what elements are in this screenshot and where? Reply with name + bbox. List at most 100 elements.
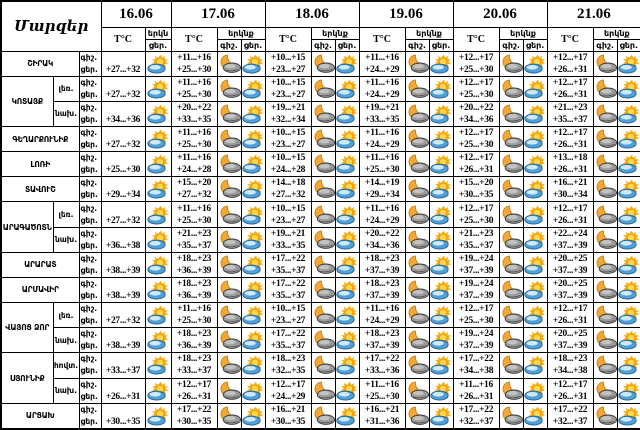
night-temp: +17...+22: [270, 253, 306, 264]
day-sky-cell: [428, 251, 454, 278]
day-sky-cell: [334, 226, 360, 253]
night-temp: +12...+17: [458, 153, 494, 164]
day-label: ցեր.: [80, 366, 98, 376]
zone-cell: լեռ.: [52, 75, 80, 102]
table-body: ՇԻՐԱԿ գիշ. ցեր. +27...+32 +11...+16 +25...+3…: [0, 50, 640, 430]
night-sky-cell: [310, 251, 336, 278]
night-temp: +20...+22: [458, 102, 494, 113]
temp-cell: +11...+16 +25...+30: [170, 302, 218, 329]
day-sky-cell: [616, 75, 640, 102]
day-temp: +33...+35: [270, 240, 306, 251]
day-sky-cell: [428, 201, 454, 228]
night-temp: [102, 278, 144, 290]
night-sky-cell: [592, 50, 618, 77]
day-temp: +25...+30: [176, 215, 212, 226]
night-sky-cell: [592, 100, 618, 127]
night-temp: +12...+17: [552, 77, 588, 88]
night-sky-cell: [216, 226, 242, 253]
day-sky-cell: [144, 276, 172, 304]
temp-cell: +11...+16 +24...+28: [170, 151, 218, 178]
night-sky-cell: [404, 352, 430, 379]
moon-cloud-icon: [220, 330, 240, 350]
day-temp: +34...+36: [458, 114, 494, 125]
night-sky-cell: [498, 226, 524, 253]
night-day-label-cell: գիշ. ցեր.: [78, 201, 102, 228]
day-sky-cell: [428, 402, 454, 430]
moon-cloud-icon: [220, 255, 240, 274]
moon-cloud-icon: [502, 79, 523, 98]
sun-cloud-icon: [336, 381, 357, 401]
day-temp: +34...+36: [105, 114, 141, 125]
sun-cloud-icon: [242, 406, 263, 426]
moon-cloud-icon: [408, 255, 429, 274]
moon-cloud-icon: [502, 255, 523, 274]
night-temp: +19...+21: [270, 228, 306, 239]
day-label: ցեր.: [80, 140, 98, 150]
night-temp: +13...+18: [552, 153, 588, 164]
night-sky-cell: [498, 75, 524, 102]
day-temp: +25...+30: [458, 64, 494, 75]
night-label: գիշ.: [80, 304, 98, 314]
moon-cloud-icon: [408, 179, 429, 199]
day-temp: +38...+39: [105, 265, 141, 276]
night-temp: +10...+15: [270, 304, 306, 315]
sun-cloud-icon: [430, 205, 451, 225]
day-sky-cell: [144, 327, 172, 354]
night-sky-cell: [498, 402, 524, 430]
moon-cloud-icon: [502, 230, 523, 249]
night-sky-cell: [592, 125, 618, 153]
zone-cell: նախ.: [52, 100, 80, 127]
day-sky-cell: [616, 352, 640, 379]
temp-cell: +17...+22 +34...+38: [452, 352, 500, 379]
sun-cloud-icon: [524, 79, 545, 99]
night-temp: +20...+25: [552, 329, 588, 340]
day-temp: +25...+30: [458, 140, 494, 151]
day-sky-cell: [334, 377, 360, 404]
sun-cloud-icon: [146, 179, 168, 199]
night-temp: +10...+15: [270, 153, 306, 164]
day-sky-cell: [240, 352, 266, 379]
sky-column-header: երկնք: [310, 26, 360, 40]
temp-cell: +18...+23 +36...+39: [170, 276, 218, 304]
temp-cell: +17...+22 +35...+37: [264, 327, 312, 354]
night-temp: +10...+15: [270, 77, 306, 88]
night-temp: +11...+16: [177, 304, 211, 315]
day-temp: +27...+32: [105, 89, 141, 100]
night-sky-cell: [592, 402, 618, 430]
night-temp: +19...+24: [458, 329, 494, 340]
table-row: ԿՈՏԱՅՔ լեռ. գիշ. ցեր. +27...+32 +11...+16 +25…: [0, 75, 640, 127]
sun-cloud-icon: [242, 154, 263, 174]
night-label: գիշ.: [80, 253, 98, 263]
night-sky-cell: [592, 302, 618, 329]
day-temp: +26...+31: [176, 391, 212, 402]
moon-cloud-icon: [314, 330, 335, 350]
day-temp: +24...+29: [364, 140, 400, 151]
sun-cloud-icon: [146, 230, 168, 250]
zone-cell: լեռ.: [52, 201, 80, 228]
night-sky-cell: [498, 251, 524, 278]
temp-column-header: T°C: [100, 26, 146, 52]
day-temp: +27...+32: [270, 190, 306, 201]
day-temp: +23...+27: [270, 64, 306, 75]
day-label: ցեր.: [80, 341, 98, 351]
temp-cell: +10...+15 +23...+27: [264, 125, 312, 153]
moon-cloud-icon: [502, 104, 523, 123]
moon-cloud-icon: [596, 104, 617, 123]
night-temp: +11...+16: [177, 128, 211, 139]
sun-cloud-icon: [430, 79, 451, 99]
day-sky-cell: [240, 125, 266, 153]
night-temp: +12...+17: [458, 52, 494, 63]
moon-cloud-icon: [314, 79, 335, 98]
day-temp: +37...+39: [458, 290, 494, 301]
sun-cloud-icon: [618, 54, 639, 74]
night-day-label-cell: գիշ. ցեր.: [78, 176, 102, 203]
night-temp: +18...+23: [176, 354, 212, 365]
temp-cell: +11...+16 +24...+29: [358, 50, 406, 77]
temp-cell: +30...+35: [100, 402, 146, 430]
temp-cell: +14...+19 +29...+34: [358, 176, 406, 203]
moon-cloud-icon: [220, 280, 240, 299]
sun-cloud-icon: [336, 330, 357, 350]
sun-cloud-icon: [430, 356, 451, 376]
night-temp: [102, 203, 144, 215]
day-sky-cell: [428, 302, 454, 329]
